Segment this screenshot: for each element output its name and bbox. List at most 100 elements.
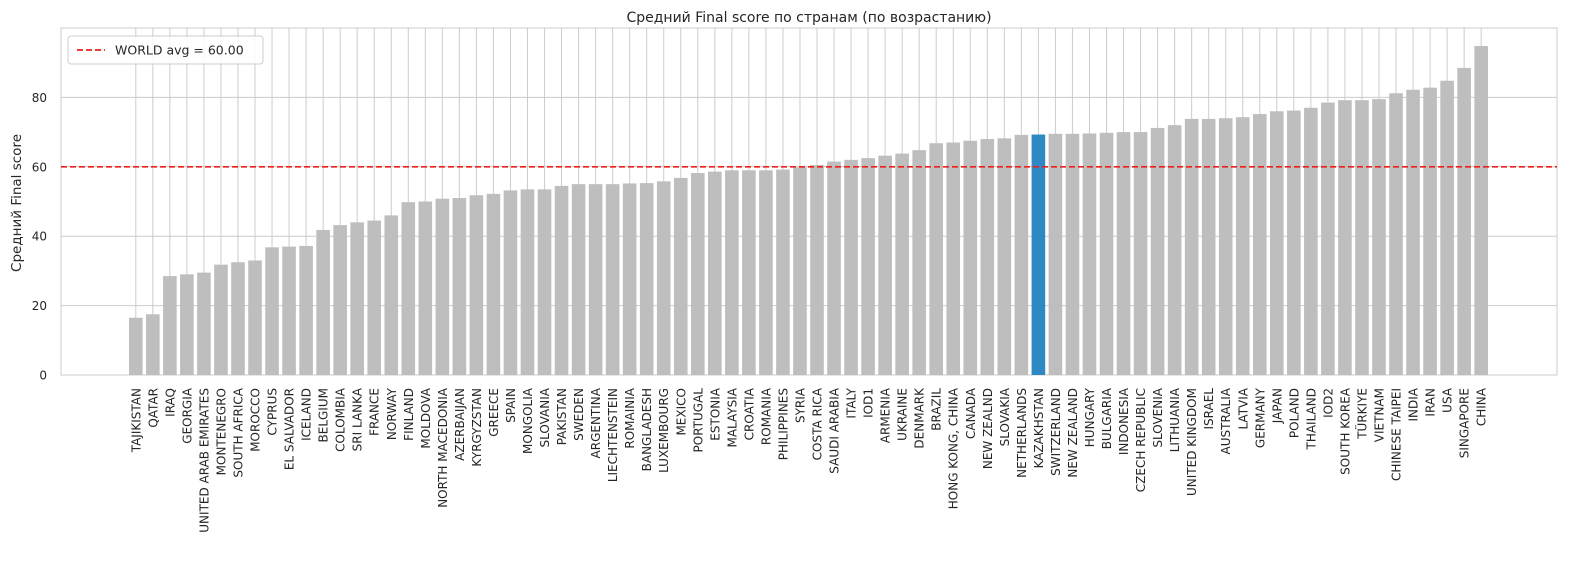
x-tick-label: THAILAND bbox=[1304, 388, 1318, 451]
x-tick-label: SPAIN bbox=[504, 388, 518, 423]
bar bbox=[1355, 100, 1369, 376]
bar bbox=[520, 189, 535, 375]
bar bbox=[946, 142, 961, 375]
x-tick-label: SLOVAKIA bbox=[998, 387, 1012, 446]
x-tick-label: COSTA RICA bbox=[811, 387, 825, 460]
bar bbox=[418, 201, 433, 375]
x-tick-label: ICELAND bbox=[300, 388, 314, 441]
bar bbox=[827, 161, 841, 375]
y-tick-label: 60 bbox=[32, 160, 47, 174]
bar bbox=[1031, 134, 1046, 375]
x-tick-label: SAUDI ARABIA bbox=[828, 387, 842, 473]
x-tick-label: JAPAN bbox=[1270, 388, 1284, 424]
bar bbox=[197, 272, 211, 375]
bar bbox=[231, 262, 245, 375]
x-tick-label: PORTUGAL bbox=[691, 388, 705, 453]
bar bbox=[554, 185, 569, 375]
x-tick-label: SOUTH KOREA bbox=[1338, 387, 1352, 475]
x-tick-label: VIETNAM bbox=[1372, 388, 1386, 442]
bar bbox=[1440, 80, 1454, 375]
bar bbox=[316, 229, 330, 375]
x-tick-label: BANGLADESH bbox=[640, 388, 654, 471]
bar bbox=[486, 193, 501, 375]
bar bbox=[1321, 102, 1335, 375]
x-tick-label: ARMENIA bbox=[879, 387, 893, 443]
bar bbox=[146, 314, 160, 375]
bar bbox=[776, 169, 790, 375]
x-tick-label: CROATIA bbox=[742, 387, 756, 440]
x-tick-label: IRAN bbox=[1424, 388, 1438, 417]
x-tick-label: TAJIKISTAN bbox=[129, 388, 143, 453]
bar bbox=[333, 225, 347, 375]
bar bbox=[367, 220, 382, 375]
bar bbox=[1338, 100, 1352, 376]
bar bbox=[129, 317, 143, 375]
x-tick-label: NEW ZEALND bbox=[981, 388, 995, 469]
x-tick-label: MONTENEGRO bbox=[214, 388, 228, 475]
bar bbox=[861, 158, 875, 375]
bar bbox=[401, 202, 416, 375]
x-tick-label: AUSTRALIA bbox=[1219, 387, 1233, 454]
bar bbox=[1474, 46, 1488, 375]
x-tick-label: BULGARIA bbox=[1100, 387, 1114, 449]
bar bbox=[997, 138, 1012, 375]
x-tick-label: NETHERLANDS bbox=[1015, 388, 1029, 478]
bar bbox=[1406, 89, 1420, 376]
chart-title: Средний Final score по странам (по возра… bbox=[626, 10, 991, 26]
x-tick-label: PHILIPPINES bbox=[776, 388, 790, 460]
x-tick-label: CZECH REPUBLIC bbox=[1134, 388, 1148, 492]
x-tick-label: ROMAINIA bbox=[623, 387, 637, 448]
x-tick-label: NORTH MACEDONIA bbox=[436, 387, 450, 508]
y-tick-label: 40 bbox=[32, 230, 47, 244]
bar bbox=[588, 184, 603, 375]
x-tick-label: QATAR bbox=[146, 388, 160, 428]
bar bbox=[1252, 114, 1267, 375]
bar bbox=[1048, 133, 1063, 375]
bar bbox=[1457, 67, 1471, 375]
bar bbox=[1423, 87, 1437, 376]
x-tick-label: SLOVENIA bbox=[1151, 387, 1165, 447]
x-tick-label: ISRAEL bbox=[1202, 388, 1216, 430]
bar bbox=[1389, 93, 1403, 376]
x-tick-label: PAKISTAN bbox=[555, 388, 569, 445]
x-tick-label: SWITZERLAND bbox=[1049, 388, 1063, 476]
x-tick-label: FRANCE bbox=[368, 388, 382, 436]
x-tick-label: MOROCCO bbox=[249, 388, 263, 452]
x-tick-label: LIECHTENSTEIN bbox=[606, 388, 620, 482]
x-tick-label: IOD2 bbox=[1321, 388, 1335, 418]
bar bbox=[384, 215, 399, 375]
x-tick-label: HUNGARY bbox=[1083, 387, 1097, 447]
bar bbox=[1287, 110, 1301, 375]
x-tick-label: EL SALVADOR bbox=[283, 388, 297, 470]
y-axis-label: Средний Final score bbox=[9, 134, 25, 272]
bar bbox=[1099, 132, 1114, 375]
bar bbox=[248, 260, 262, 375]
bar bbox=[1150, 127, 1165, 375]
bar bbox=[1270, 111, 1284, 375]
bar bbox=[1201, 118, 1216, 375]
x-tick-label: MONGOLIA bbox=[521, 387, 535, 454]
x-tick-label: LITHUANIA bbox=[1168, 387, 1182, 452]
legend-box bbox=[67, 35, 264, 65]
bar bbox=[673, 177, 688, 375]
x-tick-label: LUXEMBOURG bbox=[657, 388, 671, 473]
x-tick-label: KYRGYZSTAN bbox=[470, 388, 484, 467]
bar bbox=[622, 183, 637, 375]
x-tick-label: DENMARK bbox=[913, 387, 927, 449]
x-tick-label: SYRIA bbox=[793, 387, 807, 423]
bar bbox=[163, 276, 177, 375]
x-tick-label: TÜRKIYE bbox=[1353, 388, 1369, 440]
x-tick-label: BRAZIL bbox=[930, 388, 944, 431]
bar bbox=[180, 274, 194, 375]
bar bbox=[1133, 132, 1148, 375]
x-tick-label: LATVIA bbox=[1236, 387, 1250, 429]
x-tick-label: UKRAINE bbox=[896, 388, 910, 441]
bar bbox=[503, 190, 518, 375]
x-tick-label: CANADA bbox=[964, 387, 978, 439]
x-tick-label: USA bbox=[1441, 387, 1455, 413]
x-tick-label: NEW ZEALAND bbox=[1066, 388, 1080, 478]
bar bbox=[656, 181, 671, 375]
x-tick-label: SLOVANIA bbox=[538, 387, 552, 447]
x-tick-label: SRI LANKA bbox=[351, 387, 365, 451]
